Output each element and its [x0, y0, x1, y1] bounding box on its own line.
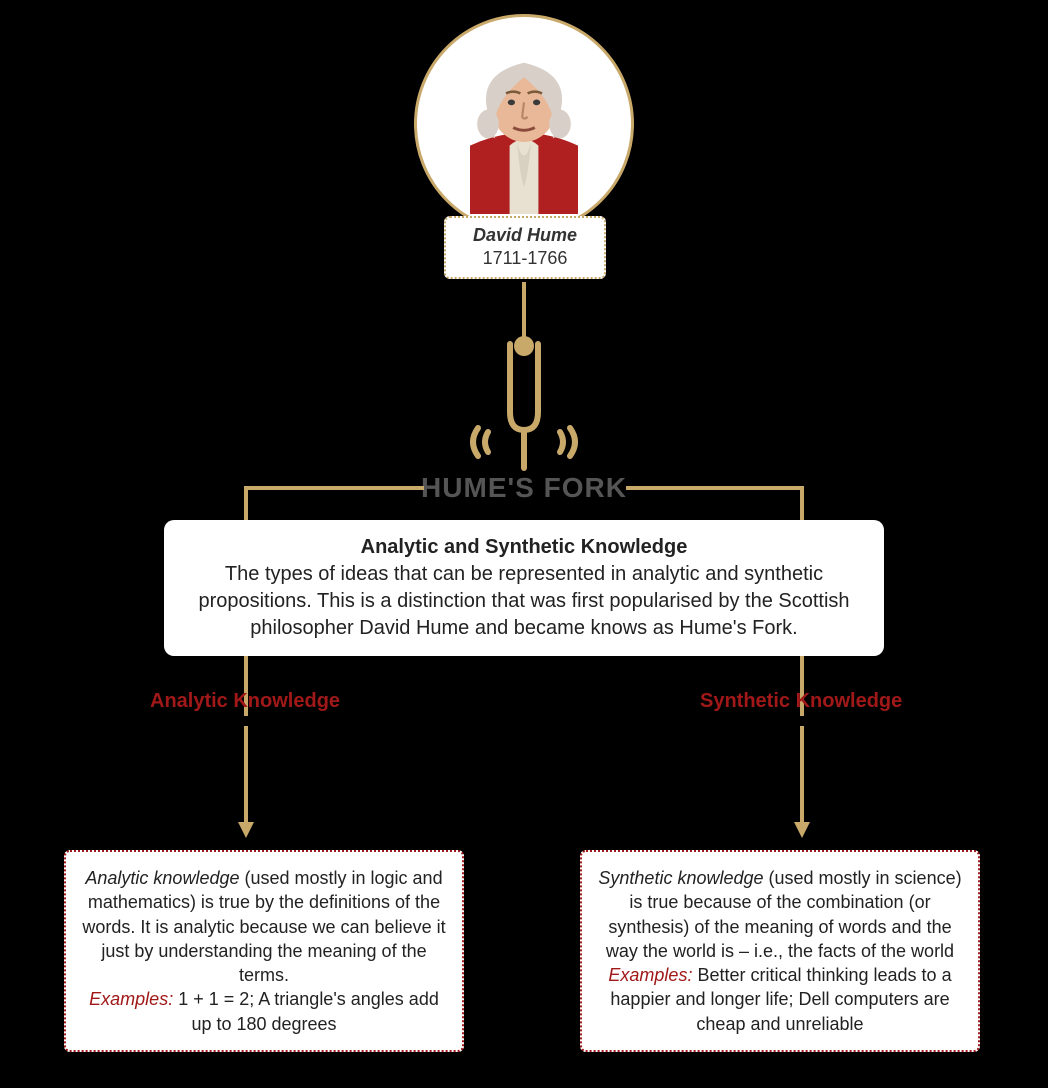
synthetic-lead: Synthetic knowledge	[598, 868, 763, 888]
branch-h-left	[244, 486, 424, 490]
portrait-name: David Hume	[456, 224, 594, 247]
analytic-lead: Analytic knowledge	[85, 868, 239, 888]
analytic-detail-box: Analytic knowledge (used mostly in logic…	[64, 850, 464, 1052]
portrait-svg	[434, 34, 614, 214]
branch-label-analytic: Analytic Knowledge	[150, 690, 340, 713]
portrait-dates: 1711-1766	[456, 247, 594, 270]
arrow-left	[236, 726, 256, 840]
portrait-circle	[414, 14, 634, 234]
branch-h-right	[626, 486, 804, 490]
portrait-placeholder	[417, 17, 631, 231]
main-body: The types of ideas that can be represent…	[188, 561, 860, 642]
main-description-box: Analytic and Synthetic Knowledge The typ…	[164, 520, 884, 656]
arrow-right	[792, 726, 812, 840]
name-box: David Hume 1711-1766	[444, 216, 606, 279]
synthetic-detail-box: Synthetic knowledge (used mostly in scie…	[580, 850, 980, 1052]
main-heading: Analytic and Synthetic Knowledge	[188, 534, 860, 561]
diagram-title: HUME'S FORK	[0, 472, 1048, 504]
tuning-fork-icon	[450, 336, 598, 476]
analytic-examples-text: 1 + 1 = 2; A triangle's angles add up to…	[173, 989, 439, 1033]
branch-label-synthetic: Synthetic Knowledge	[700, 690, 902, 713]
connector-stem	[522, 282, 526, 342]
synthetic-examples-label: Examples:	[608, 965, 692, 985]
analytic-examples-label: Examples:	[89, 989, 173, 1009]
